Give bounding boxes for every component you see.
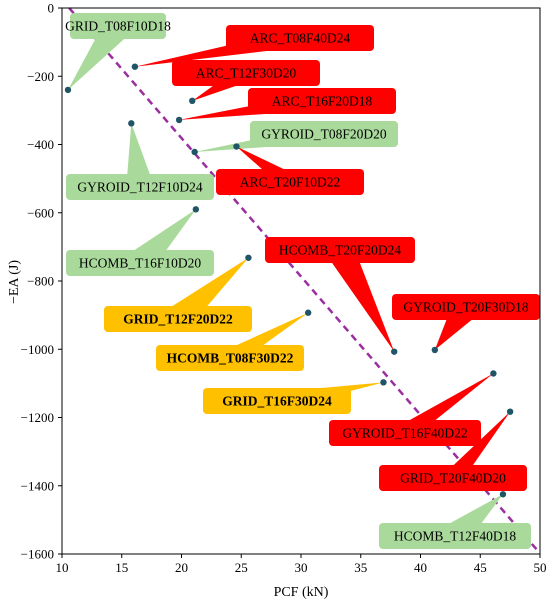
data-point (431, 346, 439, 354)
data-label: GRID_T12F20D22 (123, 312, 233, 327)
data-label: GRID_T16F30D24 (222, 394, 332, 409)
data-label-callout: GYROID_T12F10D24 (66, 123, 214, 200)
data-point (499, 491, 507, 498)
y-tick-label: −600 (27, 205, 54, 220)
y-tick-label: 0 (48, 1, 55, 16)
data-label-callout: GRID_T20F40D20 (379, 411, 527, 491)
callout-box (70, 13, 166, 39)
data-label-callout: HCOMB_T08F30D22 (156, 312, 309, 371)
callout-box (250, 121, 398, 147)
y-tick-label: −1000 (21, 342, 54, 357)
data-point (175, 116, 183, 124)
data-label-callout: GYROID_T16F40D22 (329, 373, 494, 446)
callout-box (104, 306, 252, 332)
callout-pointer (327, 243, 395, 352)
data-label-callout: GRID_T16F30D24 (203, 382, 384, 414)
y-tick-label: −1600 (21, 547, 54, 562)
callout-pointer (126, 123, 154, 189)
callout-box (265, 237, 415, 263)
data-point (192, 206, 200, 213)
callout-box (392, 294, 540, 320)
y-tick-label: −1200 (21, 410, 54, 425)
callout-box (329, 420, 481, 446)
x-tick-label: 30 (295, 560, 308, 575)
data-point (490, 370, 497, 377)
data-label: GYROID_T12F10D24 (77, 180, 203, 195)
data-label: ARC_T16F20D18 (272, 94, 373, 109)
data-point (245, 254, 252, 261)
x-tick-label: 40 (414, 560, 427, 575)
x-tick-label: 35 (354, 560, 367, 575)
data-label: HCOMB_T16F10D20 (79, 256, 202, 271)
callout-box (379, 465, 527, 491)
data-label-callout: ARC_T12F30D20 (172, 60, 320, 101)
data-label-callout: GYROID_T08F20D20 (194, 121, 398, 153)
data-label-callout: ARC_T16F20D18 (179, 88, 396, 120)
data-label: ARC_T12F30D20 (196, 66, 297, 81)
callout-box (172, 60, 320, 86)
data-point (506, 408, 514, 415)
y-axis-title: −EA (J) (7, 260, 22, 304)
data-label-callout: GYROID_T20F30D18 (392, 294, 540, 350)
data-label: GRID_T20F40D20 (400, 471, 506, 486)
data-label-callout: HCOMB_T12F40D18 (379, 494, 531, 549)
data-label: GRID_T08F10D18 (65, 19, 171, 34)
x-tick-label: 25 (235, 560, 248, 575)
data-point (64, 86, 72, 94)
data-label: HCOMB_T08F30D22 (167, 351, 294, 366)
data-label-callout: GRID_T08F10D18 (65, 13, 171, 90)
data-label-callout: ARC_T08F40D24 (134, 25, 374, 67)
callout-box (203, 388, 351, 414)
data-label: ARC_T08F40D24 (250, 31, 351, 46)
callout-box (156, 345, 304, 371)
y-tick-label: −200 (27, 69, 54, 84)
y-tick-label: −800 (27, 274, 54, 289)
callout-box (248, 88, 396, 114)
data-label-callout: GRID_T12F20D22 (104, 257, 252, 332)
data-point (304, 309, 312, 316)
data-label: GYROID_T20F30D18 (403, 300, 529, 315)
data-label-callout: HCOMB_T20F20D24 (265, 237, 415, 352)
data-label: ARC_T20F10D22 (240, 175, 341, 190)
data-point (191, 148, 198, 156)
data-point (233, 143, 240, 150)
data-point (131, 63, 139, 70)
data-label: GYROID_T16F40D22 (342, 426, 467, 441)
x-tick-label: 15 (115, 560, 128, 575)
data-label-callout: HCOMB_T16F10D20 (66, 209, 214, 276)
x-tick-label: 45 (474, 560, 487, 575)
callout-box (66, 250, 214, 276)
callout-box (66, 174, 214, 200)
data-point (391, 348, 398, 355)
y-tick-label: −400 (27, 137, 54, 152)
data-point (189, 97, 196, 105)
callout-box (216, 169, 364, 195)
callout-box (226, 25, 374, 51)
x-tick-label: 10 (56, 560, 69, 575)
data-point (128, 120, 135, 127)
data-label: HCOMB_T20F20D24 (279, 243, 402, 258)
data-label: GYROID_T08F20D20 (261, 127, 387, 142)
callout-box (379, 523, 531, 549)
x-axis-title: PCF (kN) (274, 585, 329, 600)
y-tick-label: −1400 (21, 478, 54, 493)
x-tick-label: 20 (175, 560, 188, 575)
data-point (380, 379, 387, 386)
data-label-callout: ARC_T20F10D22 (216, 146, 364, 195)
data-label: HCOMB_T12F40D18 (394, 529, 517, 544)
x-tick-label: 50 (534, 560, 547, 575)
